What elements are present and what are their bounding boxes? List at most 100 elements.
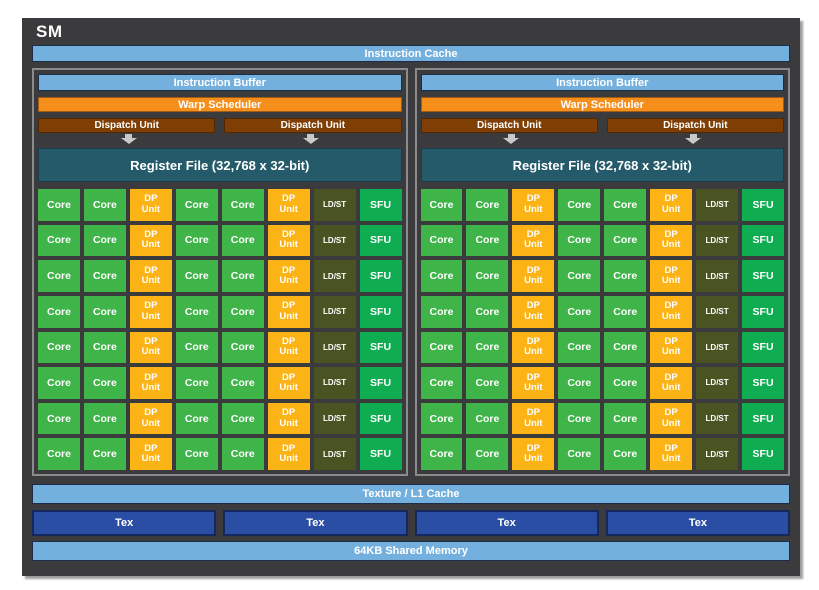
tex-unit-bar: Tex (32, 510, 217, 536)
core-cell: Core (420, 189, 463, 221)
dp-unit-cell: DP Unit (129, 260, 172, 292)
dp-unit-cell: DP Unit (650, 438, 693, 470)
dispatch-arrows (421, 134, 785, 145)
dp-unit-cell: DP Unit (267, 367, 310, 399)
sfu-cell: SFU (742, 260, 784, 292)
core-cell: Core (604, 402, 647, 435)
ldst-cell: LD/ST (696, 331, 739, 364)
dp-unit-cell: DP Unit (267, 402, 310, 435)
sfu-cell: SFU (742, 224, 784, 257)
dp-unit-cell: DP Unit (129, 295, 172, 328)
core-cell: Core (38, 295, 80, 328)
sfu-cell: SFU (359, 224, 402, 257)
core-cell: Core (466, 224, 509, 257)
ldst-cell: LD/ST (313, 402, 356, 435)
core-cell: Core (466, 367, 509, 399)
core-cell: Core (175, 295, 218, 328)
core-cell: Core (604, 189, 647, 221)
sfu-cell: SFU (359, 331, 402, 364)
core-cell: Core (38, 331, 80, 364)
core-cell: Core (221, 402, 264, 435)
core-cell: Core (420, 224, 463, 257)
down-arrow-icon (120, 134, 137, 145)
core-cell: Core (175, 260, 218, 292)
core-cell: Core (38, 224, 80, 257)
core-grid: Core Core DP Unit Core Core DP Unit LD/ST SFU Co… (38, 189, 402, 470)
core-cell: Core (175, 367, 218, 399)
core-cell: Core (466, 438, 509, 470)
core-cell: Core (558, 438, 601, 470)
core-cell: Core (558, 260, 601, 292)
core-cell: Core (466, 402, 509, 435)
core-cell: Core (38, 402, 80, 435)
dp-unit-cell: DP Unit (512, 438, 555, 470)
core-cell: Core (420, 438, 463, 470)
dp-unit-cell: DP Unit (512, 295, 555, 328)
partition-right: Instruction Buffer Warp Scheduler Dispat… (414, 68, 790, 476)
ldst-cell: LD/ST (313, 367, 356, 399)
core-cell: Core (83, 331, 126, 364)
ldst-cell: LD/ST (696, 224, 739, 257)
dp-unit-cell: DP Unit (512, 402, 555, 435)
core-cell: Core (558, 367, 601, 399)
core-cell: Core (38, 189, 80, 221)
sfu-cell: SFU (359, 295, 402, 328)
warp-scheduler-bar: Warp Scheduler (38, 97, 402, 112)
texture-l1-cache-bar: Texture / L1 Cache (32, 484, 790, 504)
tex-unit-bar: Tex (605, 510, 790, 536)
shared-memory-bar: 64KB Shared Memory (32, 541, 790, 561)
ldst-cell: LD/ST (313, 331, 356, 364)
dp-unit-cell: DP Unit (650, 367, 693, 399)
core-cell: Core (221, 295, 264, 328)
core-cell: Core (83, 295, 126, 328)
sm-diagram: SM Instruction Cache Instruction Buffer … (22, 18, 800, 576)
dp-unit-cell: DP Unit (650, 295, 693, 328)
down-arrow-icon (503, 134, 520, 145)
core-cell: Core (466, 331, 509, 364)
dp-unit-cell: DP Unit (512, 260, 555, 292)
warp-scheduler-bar: Warp Scheduler (420, 97, 784, 112)
dp-unit-cell: DP Unit (267, 224, 310, 257)
core-cell: Core (604, 224, 647, 257)
dp-unit-cell: DP Unit (129, 367, 172, 399)
sfu-cell: SFU (742, 367, 784, 399)
processing-partitions: Instruction Buffer Warp Scheduler Dispat… (32, 68, 790, 476)
core-cell: Core (221, 260, 264, 292)
core-cell: Core (175, 224, 218, 257)
core-cell: Core (38, 438, 80, 470)
core-cell: Core (221, 189, 264, 221)
ldst-cell: LD/ST (696, 402, 739, 435)
ldst-cell: LD/ST (313, 295, 356, 328)
dp-unit-cell: DP Unit (512, 189, 555, 221)
core-cell: Core (175, 331, 218, 364)
core-cell: Core (558, 402, 601, 435)
sfu-cell: SFU (742, 189, 784, 221)
dp-unit-cell: DP Unit (129, 402, 172, 435)
dispatch-unit-row: Dispatch Unit Dispatch Unit (38, 118, 402, 133)
dp-unit-cell: DP Unit (267, 260, 310, 292)
sfu-cell: SFU (359, 189, 402, 221)
dp-unit-cell: DP Unit (129, 189, 172, 221)
tex-unit-bar: Tex (223, 510, 408, 536)
core-cell: Core (558, 224, 601, 257)
sfu-cell: SFU (359, 260, 402, 292)
sm-title: SM (36, 22, 63, 41)
ldst-cell: LD/ST (696, 260, 739, 292)
down-arrow-icon (685, 134, 702, 145)
ldst-cell: LD/ST (696, 295, 739, 328)
ldst-cell: LD/ST (696, 367, 739, 399)
down-arrow-icon (302, 134, 319, 145)
sfu-cell: SFU (742, 402, 784, 435)
sfu-cell: SFU (742, 331, 784, 364)
core-cell: Core (38, 367, 80, 399)
core-cell: Core (604, 295, 647, 328)
core-cell: Core (38, 260, 80, 292)
instruction-cache-bar: Instruction Cache (32, 45, 790, 62)
core-cell: Core (466, 189, 509, 221)
dp-unit-cell: DP Unit (267, 189, 310, 221)
core-cell: Core (83, 260, 126, 292)
core-cell: Core (420, 260, 463, 292)
register-file-bar: Register File (32,768 x 32-bit) (420, 148, 784, 182)
dispatch-unit-bar: Dispatch Unit (224, 118, 402, 133)
dp-unit-cell: DP Unit (650, 224, 693, 257)
